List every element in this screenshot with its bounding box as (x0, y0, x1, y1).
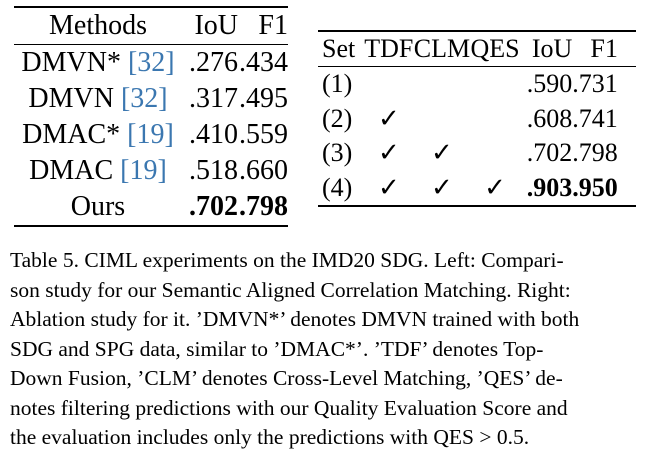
iou-value-best: .903 (526, 172, 573, 202)
f1-value: .731 (572, 69, 618, 99)
f1-value-best: .950 (572, 172, 618, 202)
header-iou: IoU (519, 31, 573, 67)
set-label: (4) (322, 172, 353, 202)
comparison-table-header: Methods IoU F1 (14, 7, 288, 45)
table-row: DMAC [19] .518 .660 (14, 153, 288, 189)
iou-value: .590 (526, 69, 573, 99)
method-name: DMVN (28, 83, 114, 114)
method-name: Ours (70, 191, 126, 222)
iou-value: .608 (526, 103, 573, 133)
caption-line: Down Fusion, ’CLM’ denotes Cross-Level M… (10, 366, 563, 390)
header-set: Set (318, 31, 364, 67)
ablation-table-header: Set TDF CLM QES IoU F1 (318, 31, 636, 67)
clm-check: ✓ (431, 172, 453, 202)
set-label: (1) (322, 69, 353, 99)
caption-line: the evaluation includes only the predict… (10, 425, 530, 449)
qes-check (470, 136, 520, 171)
clm-check: ✓ (431, 138, 453, 168)
method-cell: DMVN [32] (14, 81, 182, 117)
qes-check: ✓ (484, 172, 506, 202)
tdf-check: ✓ (377, 103, 400, 133)
header-clm: CLM (413, 31, 471, 67)
table-row: DMAC* [19] .410 .559 (14, 117, 288, 153)
iou-value: .276 (189, 47, 238, 78)
header-methods: Methods (14, 7, 182, 45)
method-name: DMVN* (21, 47, 121, 78)
method-cell: DMAC* [19] (14, 117, 182, 153)
iou-value: .317 (189, 83, 238, 114)
f1-value: .434 (239, 47, 288, 78)
caption-line: Table 5. CIML experiments on the IMD20 S… (10, 248, 564, 272)
iou-value-best: .702 (189, 191, 238, 222)
caption-line: son study for our Semantic Aligned Corre… (10, 277, 571, 302)
f1-value: .741 (572, 103, 618, 133)
f1-value: .798 (572, 138, 618, 168)
table-row-ours: Ours .702 .798 (14, 189, 288, 226)
method-cell: Ours (14, 189, 182, 226)
f1-value: .559 (239, 119, 288, 150)
table-caption: Table 5. CIML experiments on the IMD20 S… (10, 246, 638, 453)
header-f1: F1 (572, 31, 636, 67)
clm-check (414, 102, 470, 137)
method-cell: DMAC [19] (14, 153, 182, 189)
f1-value: .495 (239, 83, 288, 114)
citation-link[interactable]: [32] (120, 83, 168, 114)
method-name: DMAC* (22, 119, 121, 150)
caption-line: SDG and SPG data, similar to ’DMAC*’. ’T… (10, 336, 544, 361)
iou-value: .410 (189, 119, 238, 150)
qes-check (470, 102, 520, 137)
qes-check (470, 67, 520, 102)
clm-check (414, 67, 470, 102)
table-row: (3) ✓ ✓ .702 .798 (318, 136, 636, 171)
set-label: (3) (322, 138, 353, 168)
tdf-check (364, 67, 414, 102)
table-row: DMVN [32] .317 .495 (14, 81, 288, 117)
header-iou: IoU (182, 7, 238, 45)
ablation-table: Set TDF CLM QES IoU F1 (1) .590 .731 (2)… (318, 30, 636, 207)
comparison-table: Methods IoU F1 DMVN* [32] .276 .434 DMVN… (14, 6, 288, 227)
iou-value: .702 (526, 138, 573, 168)
table-row: (2) ✓ .608 .741 (318, 102, 636, 137)
f1-value-best: .798 (239, 191, 288, 222)
method-name: DMAC (29, 155, 114, 186)
citation-link[interactable]: [19] (127, 119, 174, 150)
iou-value: .518 (189, 155, 238, 186)
caption-line: Ablation study for it. ’DMVN*’ denotes D… (10, 307, 580, 331)
caption-line: notes filtering predictions with our Qua… (10, 395, 568, 420)
method-cell: DMVN* [32] (14, 45, 182, 82)
table-row-best: (4) ✓ ✓ ✓ .903 .950 (318, 171, 636, 207)
table-row: DMVN* [32] .276 .434 (14, 45, 288, 82)
citation-link[interactable]: [32] (127, 47, 175, 78)
header-qes: QES (470, 31, 520, 67)
header-f1: F1 (238, 7, 288, 45)
set-label: (2) (322, 103, 353, 133)
header-tdf: TDF (363, 31, 414, 67)
f1-value: .660 (239, 155, 288, 186)
tdf-check: ✓ (377, 138, 400, 168)
tdf-check: ✓ (377, 172, 400, 202)
table-row: (1) .590 .731 (318, 67, 636, 102)
citation-link[interactable]: [19] (120, 155, 167, 186)
